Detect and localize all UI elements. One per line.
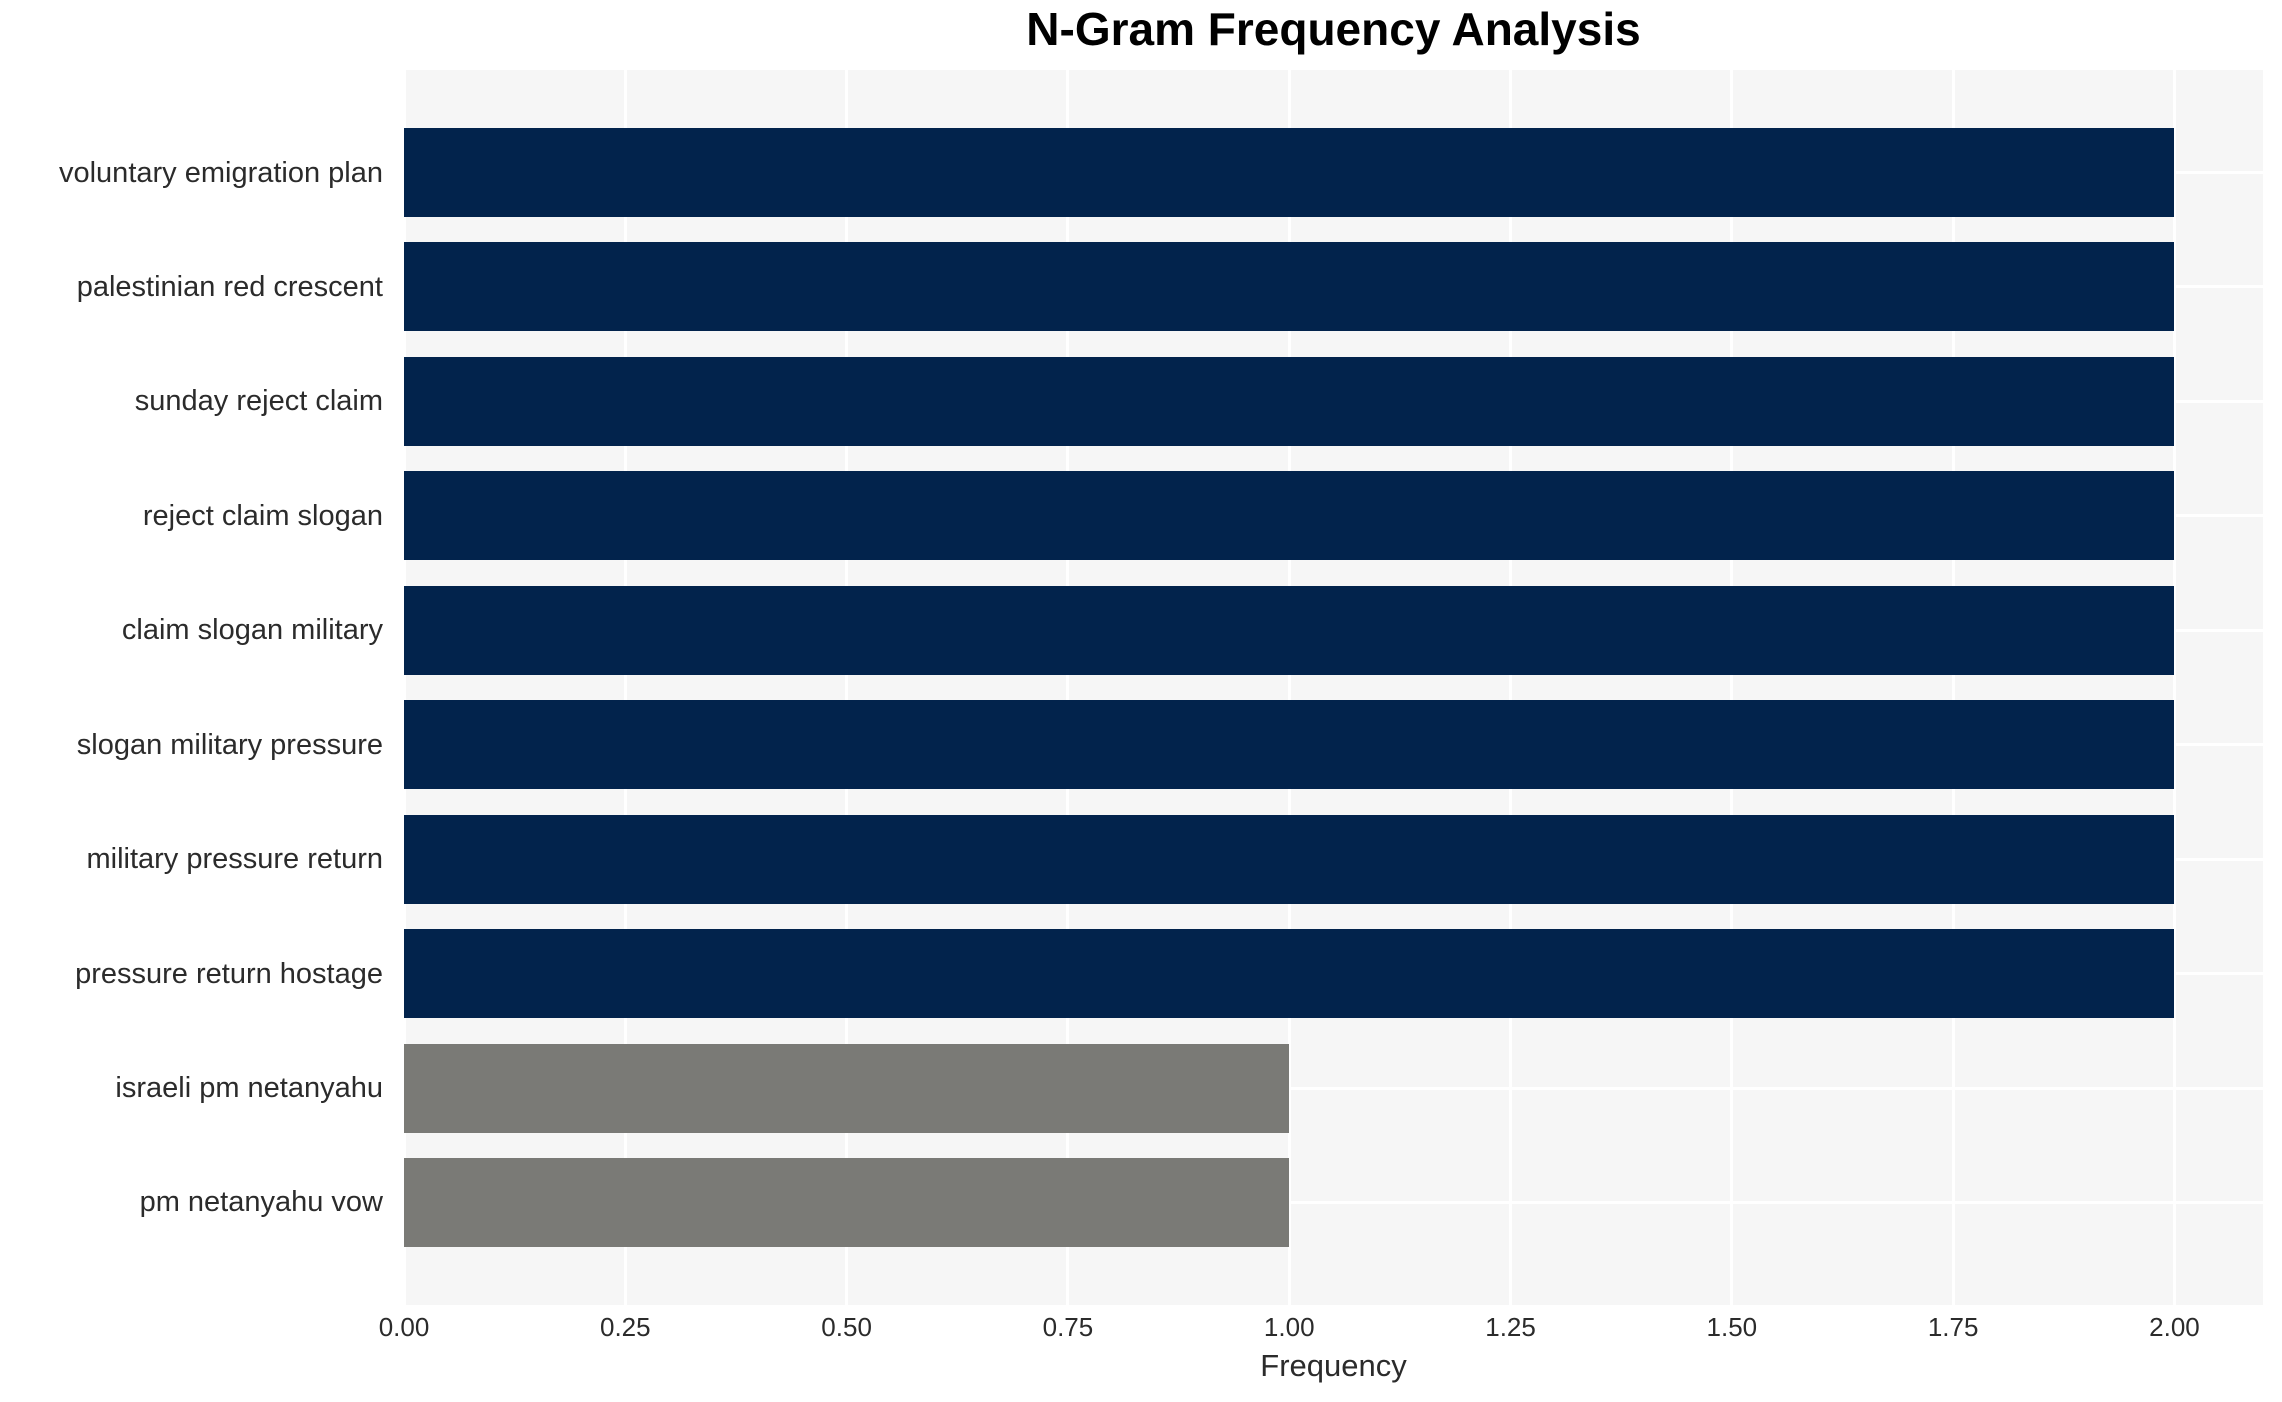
x-gridline xyxy=(845,70,849,1305)
bar-voluntary-emigration-plan xyxy=(404,128,2175,217)
y-tick-label: pm netanyahu vow xyxy=(139,1186,383,1219)
x-tick-label: 0.25 xyxy=(599,1312,651,1342)
y-tick-label: claim slogan military xyxy=(121,614,383,647)
y-tick-label: israeli pm netanyahu xyxy=(115,1072,383,1105)
y-tick-label: military pressure return xyxy=(86,843,383,876)
y-gridline xyxy=(404,1086,2263,1090)
bar-military-pressure-return xyxy=(404,814,2175,904)
x-gridline xyxy=(1066,70,1070,1305)
y-tick-label: palestinian red crescent xyxy=(76,270,383,303)
bar-israeli-pm-netanyahu xyxy=(404,1043,1290,1133)
bar-palestinian-red-crescent xyxy=(404,242,2175,332)
y-tick-label: reject claim slogan xyxy=(142,499,383,532)
x-gridline xyxy=(404,70,406,1305)
x-tick-label: 0.50 xyxy=(821,1312,872,1342)
bar-pm-netanyahu-vow xyxy=(404,1157,1290,1247)
bar-claim-slogan-military xyxy=(404,585,2175,675)
bar-reject-claim-slogan xyxy=(404,471,2175,561)
bar-slogan-military-pressure xyxy=(404,700,2175,790)
x-tick-label: 1.50 xyxy=(1706,1312,1758,1342)
y-tick-label: slogan military pressure xyxy=(76,728,383,761)
x-tick-label: 0.00 xyxy=(378,1312,430,1342)
x-gridline xyxy=(1287,70,1291,1305)
x-tick-label: 0.75 xyxy=(1042,1312,1094,1342)
x-gridline xyxy=(1509,70,1513,1305)
bar-sunday-reject-claim xyxy=(404,356,2175,446)
x-axis-title: Frequency xyxy=(1260,1348,1407,1383)
x-gridline xyxy=(623,70,627,1305)
x-axis-ticks: 0.00 0.25 0.50 0.75 1.00 1.25 1.50 1.75 2.00 xyxy=(379,1312,2263,1346)
x-gridline xyxy=(2172,70,2176,1305)
x-gridline xyxy=(1951,70,1955,1305)
bar-pressure-return-hostage xyxy=(404,929,2175,1019)
y-gridline xyxy=(404,1200,2263,1204)
y-tick-label: pressure return hostage xyxy=(75,957,383,990)
y-tick-label: sunday reject claim xyxy=(134,385,383,418)
x-tick-label: 1.00 xyxy=(1263,1312,1315,1342)
x-gridline xyxy=(1730,70,1734,1305)
x-tick-label: 1.75 xyxy=(1927,1312,1979,1342)
x-tick-label: 2.00 xyxy=(2149,1312,2200,1342)
plot-area xyxy=(404,70,2263,1305)
y-axis-labels: voluntary emigration plan palestinian red… xyxy=(0,70,393,1305)
chart-title: N-Gram Frequency Analysis xyxy=(1026,3,1641,55)
x-tick-label: 1.25 xyxy=(1485,1312,1536,1342)
y-tick-label: voluntary emigration plan xyxy=(58,156,383,189)
